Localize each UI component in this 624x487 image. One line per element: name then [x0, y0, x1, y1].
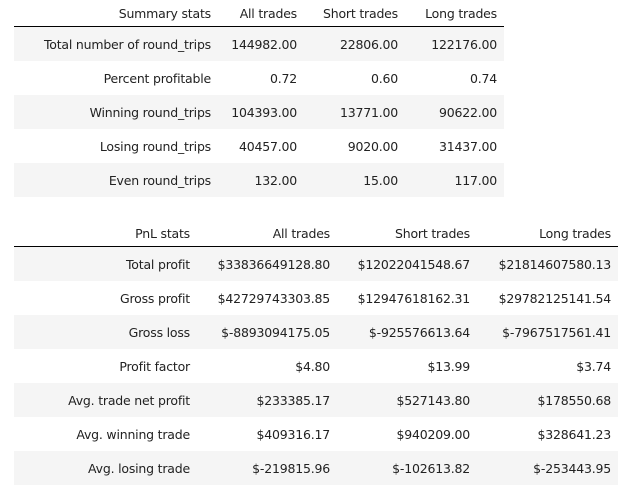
column-header: All trades: [272, 225, 331, 241]
table-row: Percent profitable 0.72 0.60 0.74: [14, 61, 504, 95]
cell-value: 122176.00: [431, 36, 497, 52]
table-row: Winning round_trips 104393.00 13771.00 9062…: [14, 95, 504, 129]
table-row: Gross profit $42729743303.85 $12947618162.…: [14, 281, 618, 315]
cell-value: $328641.23: [537, 426, 611, 442]
cell-value: 31437.00: [438, 138, 497, 154]
column-header: Summary stats: [118, 5, 211, 21]
cell-value: $33836649128.80: [217, 256, 331, 272]
row-label: Avg. winning trade: [76, 426, 190, 442]
cell-value: 0.74: [469, 70, 497, 86]
cell-value: $-8893094175.05: [221, 324, 330, 340]
cell-value: $12947618162.31: [357, 290, 471, 306]
cell-value: 132.00: [254, 172, 297, 188]
cell-value: 13771.00: [339, 104, 398, 120]
row-label: Total number of round_trips: [43, 36, 211, 52]
cell-value: $527143.80: [396, 392, 470, 408]
row-label: Losing round_trips: [99, 138, 211, 154]
cell-value: $21814607580.13: [498, 256, 612, 272]
table-row: Avg. losing trade $-219815.96 $-102613.82 $…: [14, 451, 618, 485]
cell-value: $4.80: [295, 358, 330, 374]
cell-value: $-253443.95: [533, 460, 611, 476]
cell-value: $409316.17: [256, 426, 330, 442]
cell-value: $-925576613.64: [368, 324, 470, 340]
cell-value: 40457.00: [238, 138, 297, 154]
cell-value: 15.00: [363, 172, 398, 188]
summary-stats-table: Summary stats All trades Short trades Long …: [14, 0, 504, 197]
cell-value: 90622.00: [438, 104, 497, 120]
table-row: Gross loss $-8893094175.05 $-925576613.64 $…: [14, 315, 618, 349]
cell-value: $12022041548.67: [357, 256, 471, 272]
row-label: Percent profitable: [103, 70, 212, 86]
table-row: Even round_trips 132.00 15.00 117.00: [14, 163, 504, 197]
table-row: Avg. winning trade $409316.17 $940209.00 $3…: [14, 417, 618, 451]
row-label: Avg. losing trade: [88, 460, 190, 476]
table-header-row: Summary stats All trades Short trades Long …: [14, 0, 504, 27]
table-row: Profit factor $4.80 $13.99 $3.74: [14, 349, 618, 383]
cell-value: 104393.00: [231, 104, 297, 120]
cell-value: $940209.00: [396, 426, 470, 442]
table-row: Losing round_trips 40457.00 9020.00 31437.0…: [14, 129, 504, 163]
column-header: All trades: [239, 5, 298, 21]
cell-value: $29782125141.54: [498, 290, 612, 306]
pnl-stats-table: PnL stats All trades Short trades Long trad…: [14, 220, 618, 485]
column-header: Short trades: [323, 5, 398, 21]
cell-value: $42729743303.85: [217, 290, 331, 306]
cell-value: $-219815.96: [252, 460, 330, 476]
row-label: Gross profit: [119, 290, 190, 306]
cell-value: $3.74: [576, 358, 611, 374]
cell-value: $178550.68: [537, 392, 611, 408]
cell-value: 0.60: [370, 70, 398, 86]
table-row: Total profit $33836649128.80 $12022041548.…: [14, 246, 618, 281]
row-label: Gross loss: [128, 324, 191, 340]
row-label: Avg. trade net profit: [68, 392, 190, 408]
table-row: Avg. trade net profit $233385.17 $527143.8…: [14, 383, 618, 417]
cell-value: 9020.00: [347, 138, 398, 154]
cell-value: $13.99: [427, 358, 470, 374]
cell-value: 144982.00: [231, 36, 297, 52]
row-label: Even round_trips: [108, 172, 211, 188]
row-label: Total profit: [126, 256, 190, 272]
row-label: Profit factor: [119, 358, 190, 374]
row-label: Winning round_trips: [89, 104, 212, 120]
table-row: Total number of round_trips 144982.00 2280…: [14, 26, 504, 61]
cell-value: 117.00: [454, 172, 497, 188]
column-header: Long trades: [539, 225, 611, 241]
column-header: PnL stats: [135, 225, 190, 241]
column-header: Short trades: [395, 225, 470, 241]
cell-value: $233385.17: [256, 392, 330, 408]
cell-value: 22806.00: [339, 36, 398, 52]
column-header: Long trades: [425, 5, 497, 21]
table-header-row: PnL stats All trades Short trades Long trad…: [14, 220, 618, 247]
cell-value: 0.72: [269, 70, 297, 86]
cell-value: $-7967517561.41: [502, 324, 611, 340]
cell-value: $-102613.82: [392, 460, 470, 476]
